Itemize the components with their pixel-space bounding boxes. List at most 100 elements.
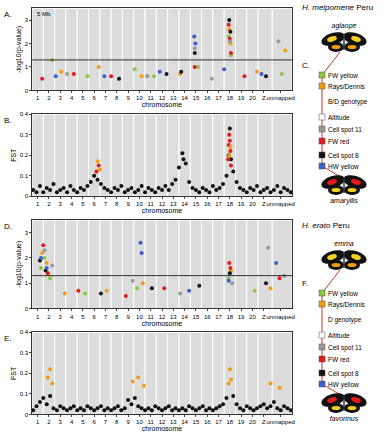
svg-text:16: 16 <box>204 419 211 425</box>
svg-text:12: 12 <box>159 314 166 320</box>
svg-text:7: 7 <box>104 314 108 320</box>
svg-text:-log10(p-value): -log10(p-value) <box>15 241 23 288</box>
svg-text:20: 20 <box>249 201 256 207</box>
svg-text:14: 14 <box>181 419 188 425</box>
svg-text:7: 7 <box>104 95 108 101</box>
svg-text:chromosome: chromosome <box>142 101 183 108</box>
svg-text:12: 12 <box>159 95 166 101</box>
svg-text:8: 8 <box>115 201 119 207</box>
svg-text:0.4: 0.4 <box>20 111 29 117</box>
svg-text:5: 5 <box>81 314 85 320</box>
svg-text:unmapped: unmapped <box>267 419 295 425</box>
svg-text:FST: FST <box>10 148 17 162</box>
svg-text:3: 3 <box>59 95 63 101</box>
svg-text:9: 9 <box>126 314 130 320</box>
svg-text:FW yellow: FW yellow <box>328 72 358 80</box>
svg-text:15: 15 <box>193 95 200 101</box>
svg-text:13: 13 <box>170 95 177 101</box>
svg-text:Altitude: Altitude <box>328 332 350 339</box>
svg-text:3: 3 <box>25 230 29 236</box>
svg-text:2: 2 <box>25 41 29 47</box>
svg-text:0.2: 0.2 <box>20 370 29 376</box>
svg-text:B/D genotype: B/D genotype <box>328 98 368 106</box>
svg-text:0: 0 <box>25 306 29 312</box>
svg-text:-log10(p-value): -log10(p-value) <box>15 26 23 73</box>
svg-text:7: 7 <box>104 419 108 425</box>
svg-text:8: 8 <box>115 419 119 425</box>
svg-text:unmapped: unmapped <box>267 314 295 320</box>
svg-text:0.4: 0.4 <box>20 329 29 335</box>
svg-text:3: 3 <box>59 314 63 320</box>
svg-text:20: 20 <box>249 419 256 425</box>
svg-text:5: 5 <box>81 95 85 101</box>
svg-text:D.: D. <box>4 222 12 231</box>
svg-text:12: 12 <box>159 201 166 207</box>
svg-text:0.2: 0.2 <box>20 152 29 158</box>
svg-text:1: 1 <box>25 64 29 70</box>
svg-text:chromosome: chromosome <box>142 207 183 214</box>
svg-text:17: 17 <box>215 419 222 425</box>
svg-text:0.1: 0.1 <box>20 173 29 179</box>
svg-text:8: 8 <box>115 95 119 101</box>
svg-text:2: 2 <box>25 255 29 261</box>
svg-text:1: 1 <box>36 314 40 320</box>
svg-text:10: 10 <box>136 95 143 101</box>
svg-text:18: 18 <box>226 419 233 425</box>
svg-text:2: 2 <box>47 95 51 101</box>
svg-text:18: 18 <box>226 95 233 101</box>
svg-text:Cell spot 11: Cell spot 11 <box>328 126 362 134</box>
svg-text:A.: A. <box>4 10 12 19</box>
svg-text:3: 3 <box>59 201 63 207</box>
svg-text:15: 15 <box>193 419 200 425</box>
svg-text:0.3: 0.3 <box>20 350 29 356</box>
svg-text:11: 11 <box>148 95 155 101</box>
svg-text:F.: F. <box>302 279 308 288</box>
svg-text:unmapped: unmapped <box>267 201 295 207</box>
svg-text:11: 11 <box>148 201 155 207</box>
svg-text:Z: Z <box>262 95 266 101</box>
svg-text:B.: B. <box>4 116 12 125</box>
svg-text:10: 10 <box>136 201 143 207</box>
svg-text:E.: E. <box>4 334 12 343</box>
svg-text:aglaope: aglaope <box>332 22 357 30</box>
svg-text:13: 13 <box>170 201 177 207</box>
svg-text:17: 17 <box>215 201 222 207</box>
svg-text:5: 5 <box>81 419 85 425</box>
svg-text:2: 2 <box>47 201 51 207</box>
svg-text:0: 0 <box>25 412 29 418</box>
svg-text:16: 16 <box>204 95 211 101</box>
svg-text:8: 8 <box>115 314 119 320</box>
svg-text:4: 4 <box>70 314 74 320</box>
svg-text:D genotype: D genotype <box>328 316 362 324</box>
svg-text:9: 9 <box>126 419 130 425</box>
svg-text:H. erato Peru: H. erato Peru <box>302 221 350 230</box>
svg-text:15: 15 <box>193 201 200 207</box>
svg-text:17: 17 <box>215 314 222 320</box>
svg-text:Cell spot 8: Cell spot 8 <box>328 152 359 160</box>
svg-text:1: 1 <box>25 280 29 286</box>
svg-text:2: 2 <box>47 419 51 425</box>
svg-text:Rays/Dennis: Rays/Dennis <box>328 83 366 91</box>
svg-text:7: 7 <box>104 201 108 207</box>
svg-text:1: 1 <box>36 95 40 101</box>
svg-text:17: 17 <box>215 95 222 101</box>
svg-text:14: 14 <box>181 314 188 320</box>
svg-text:14: 14 <box>181 201 188 207</box>
svg-text:0: 0 <box>25 88 29 94</box>
svg-text:0: 0 <box>25 193 29 199</box>
svg-text:3: 3 <box>59 419 63 425</box>
svg-text:11: 11 <box>148 314 155 320</box>
svg-text:4: 4 <box>70 419 74 425</box>
svg-text:unmapped: unmapped <box>267 95 295 101</box>
svg-text:9: 9 <box>126 95 130 101</box>
svg-text:18: 18 <box>226 201 233 207</box>
svg-text:5 Mb: 5 Mb <box>37 11 51 17</box>
svg-text:13: 13 <box>170 419 177 425</box>
svg-text:Cell spot 11: Cell spot 11 <box>328 344 362 352</box>
svg-text:5: 5 <box>81 201 85 207</box>
svg-text:0.3: 0.3 <box>20 132 29 138</box>
svg-text:0.1: 0.1 <box>20 391 29 397</box>
svg-text:FW yellow: FW yellow <box>328 290 358 298</box>
svg-text:19: 19 <box>238 419 245 425</box>
svg-text:2: 2 <box>47 314 51 320</box>
